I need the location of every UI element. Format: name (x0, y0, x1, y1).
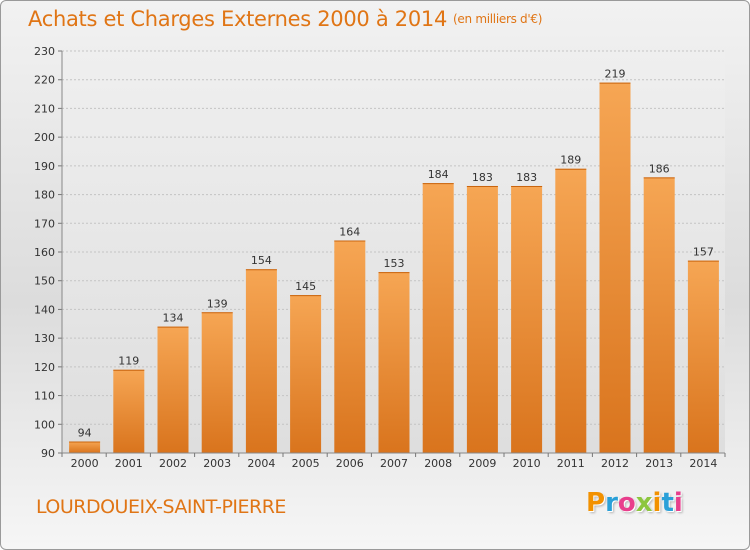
value-label: 94 (78, 427, 92, 440)
bar-2000 (69, 441, 101, 453)
value-label: 219 (605, 68, 626, 81)
bar-2008 (422, 183, 454, 454)
value-label: 186 (649, 162, 670, 175)
logo-letter: t (661, 488, 674, 518)
y-tick-label: 230 (34, 45, 55, 58)
value-label: 119 (118, 355, 139, 368)
chart-title: Achats et Charges Externes 2000 à 2014 (e… (28, 7, 542, 31)
x-tick-label: 2004 (247, 457, 275, 470)
x-tick-label: 2006 (336, 457, 364, 470)
x-axis: 2000 2001 2002 2003 2004 2005 2006 2007 2008 2009… (61, 452, 726, 470)
x-tick-label: 2002 (159, 457, 187, 470)
bar-2005 (290, 295, 322, 453)
bar-2014 (687, 260, 719, 453)
bar-2012 (599, 82, 631, 453)
value-label: 134 (163, 312, 184, 325)
bar-2001 (113, 369, 145, 453)
y-tick-label: 180 (34, 189, 55, 202)
bar-2011 (555, 168, 587, 453)
bars: 94 119 134 139 154 145 164 153 184 183 183 189 219 18… (69, 68, 719, 454)
bar-2002 (157, 326, 189, 453)
y-tick-label: 120 (34, 361, 55, 374)
y-tick-label: 220 (34, 74, 55, 87)
value-label: 139 (207, 297, 228, 310)
y-tick-label: 190 (34, 160, 55, 173)
logo-letter: x (635, 488, 653, 518)
x-tick-label: 2003 (203, 457, 231, 470)
y-tick-label: 100 (34, 418, 55, 431)
y-tick-label: 110 (34, 390, 55, 403)
x-tick-label: 2008 (424, 457, 452, 470)
bar-2003 (201, 312, 233, 453)
logo-letter: P (586, 488, 606, 518)
chart-unit: (en milliers d'€) (453, 12, 543, 26)
x-tick-label: 2000 (71, 457, 99, 470)
y-tick-label: 160 (34, 246, 55, 259)
x-tick-label: 2013 (645, 457, 673, 470)
logo-letter: o (617, 488, 636, 518)
x-tick-label: 2012 (601, 457, 629, 470)
y-tick-label: 170 (34, 217, 55, 230)
y-tick-label: 210 (34, 102, 55, 115)
value-label: 184 (428, 168, 449, 181)
value-label: 183 (472, 171, 493, 184)
logo-letter: i (673, 488, 683, 518)
bar-2010 (511, 185, 543, 453)
proxiti-logo: Proxiti (586, 488, 683, 518)
location-name: LOURDOUEIX-SAINT-PIERRE (36, 496, 286, 518)
value-label: 153 (384, 257, 405, 270)
value-label: 183 (516, 171, 537, 184)
value-label: 164 (339, 226, 360, 239)
value-label: 157 (693, 246, 714, 259)
value-label: 145 (295, 280, 316, 293)
y-tick-label: 200 (34, 131, 55, 144)
x-tick-label: 2011 (557, 457, 585, 470)
x-tick-label: 2005 (292, 457, 320, 470)
x-tick-label: 2009 (468, 457, 496, 470)
chart-title-text: Achats et Charges Externes 2000 à 2014 (28, 7, 448, 31)
x-tick-label: 2001 (115, 457, 143, 470)
bar-2004 (245, 269, 277, 453)
y-tick-label: 90 (41, 447, 55, 460)
bar-2006 (334, 240, 366, 453)
y-tick-label: 130 (34, 332, 55, 345)
y-tick-label: 140 (34, 303, 55, 316)
bar-2007 (378, 272, 410, 453)
logo-letter: r (605, 488, 618, 518)
bar-2013 (643, 177, 675, 454)
value-label: 154 (251, 254, 272, 267)
x-tick-label: 2010 (513, 457, 541, 470)
value-label: 189 (560, 154, 581, 167)
x-tick-label: 2007 (380, 457, 408, 470)
y-axis: 90 100 110 120 130 140 150 160 170 180 190 200 210 22… (34, 45, 63, 460)
logo-letter: i (652, 488, 662, 518)
x-tick-label: 2014 (689, 457, 717, 470)
bar-2009 (466, 185, 498, 453)
y-tick-label: 150 (34, 275, 55, 288)
